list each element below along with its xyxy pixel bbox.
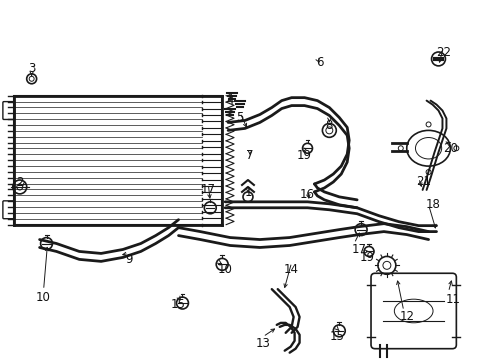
Text: 15: 15 [171, 297, 186, 311]
Text: 18: 18 [426, 198, 441, 211]
Text: 14: 14 [284, 263, 299, 276]
Text: 13: 13 [255, 337, 270, 350]
Text: 8: 8 [326, 119, 333, 132]
Text: 6: 6 [316, 57, 323, 69]
Text: 2: 2 [16, 176, 24, 189]
Text: 12: 12 [399, 310, 414, 323]
Text: 7: 7 [246, 149, 254, 162]
Text: 3: 3 [28, 62, 35, 75]
Text: 22: 22 [436, 46, 451, 59]
Text: 15: 15 [330, 330, 345, 343]
Text: 9: 9 [125, 253, 133, 266]
Text: 11: 11 [446, 293, 461, 306]
Text: 16: 16 [300, 188, 315, 201]
Text: 21: 21 [416, 175, 431, 189]
Text: 10: 10 [36, 291, 51, 303]
Text: 19: 19 [297, 149, 312, 162]
Text: 19: 19 [360, 251, 374, 264]
Text: 20: 20 [443, 142, 458, 155]
Text: 17: 17 [352, 243, 367, 256]
Text: 10: 10 [218, 263, 233, 276]
Text: 4: 4 [226, 94, 234, 107]
Text: 1: 1 [244, 186, 252, 199]
Text: 17: 17 [201, 184, 216, 197]
Bar [14, 96, 222, 225]
Text: 5: 5 [236, 111, 244, 124]
